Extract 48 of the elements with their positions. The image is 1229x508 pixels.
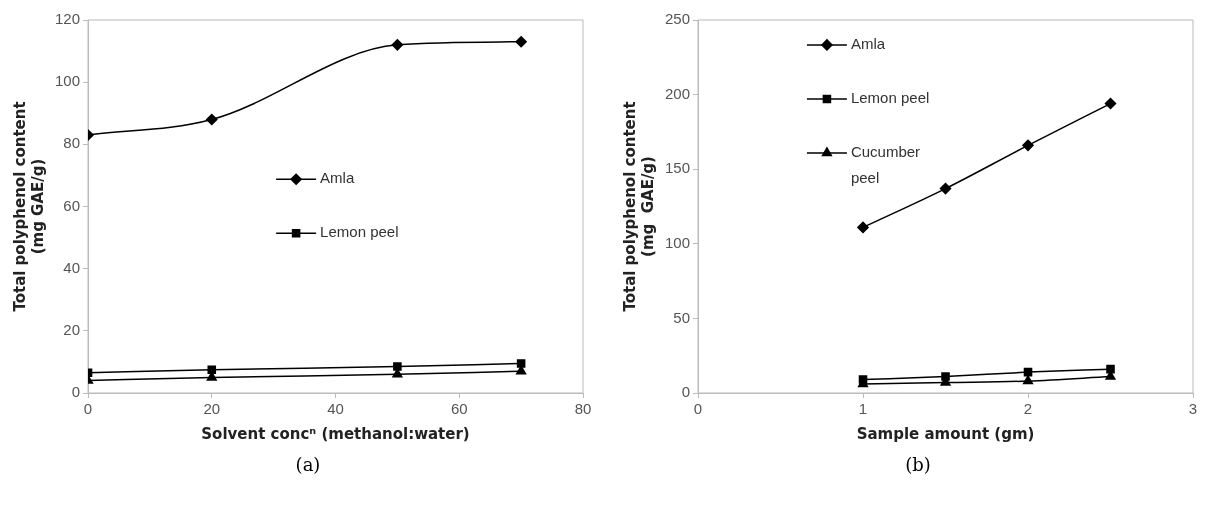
x-tick-label: 40 <box>327 400 344 418</box>
text: (a) <box>294 454 322 475</box>
x-tick-label: 0 <box>83 400 93 418</box>
point <box>939 182 952 195</box>
x-tick-label: 20 <box>203 400 221 418</box>
point <box>516 359 526 368</box>
y-axis-title: Total polyphenol content (mg GAE/g) <box>10 101 47 312</box>
point <box>393 362 402 371</box>
legend-label: Cucumber peel <box>850 143 921 187</box>
point <box>515 36 527 48</box>
point <box>391 39 404 51</box>
text: (b) <box>904 454 932 475</box>
legend-label: Amla <box>850 35 886 53</box>
y-tick-label: 50 <box>673 308 691 326</box>
x-tick-label: 80 <box>574 400 592 418</box>
point <box>1022 375 1034 385</box>
y-tick-label: 250 <box>665 10 691 28</box>
y-tick-label: 0 <box>681 383 691 401</box>
x-tick-label: 60 <box>450 400 468 418</box>
x-axis-title: Sample amount (gm) <box>856 424 1035 443</box>
point <box>857 221 869 234</box>
y-tick-label: 20 <box>63 320 81 338</box>
x-tick-label: 3 <box>1188 400 1198 418</box>
point <box>941 372 950 381</box>
y-tick-label: 60 <box>63 196 81 214</box>
x-axis-title: Solvent concⁿ (methanol:water) <box>201 424 470 443</box>
y-tick-label: 0 <box>71 383 81 401</box>
point <box>1106 364 1115 374</box>
x-tick-label: 1 <box>858 400 868 418</box>
point <box>1104 97 1117 110</box>
legend-label: Lemon peel <box>850 89 930 107</box>
point <box>206 113 218 126</box>
point <box>1022 139 1034 152</box>
y-tick-label: 200 <box>665 84 691 102</box>
legend-label: Amla <box>320 169 355 187</box>
y-tick-label: 120 <box>55 10 81 28</box>
y-axis-title: Total polyphenol content (mg GAE/g) <box>620 101 657 312</box>
y-tick-label: 40 <box>63 258 81 276</box>
y-tick-label: 100 <box>55 72 81 90</box>
y-tick-label: 100 <box>665 233 691 251</box>
y-tick-label: 80 <box>63 134 81 152</box>
y-tick-label: 150 <box>665 159 691 177</box>
legend-label: Lemon peel <box>320 223 399 241</box>
x-tick-label: 2 <box>1023 400 1033 418</box>
point <box>1023 367 1033 377</box>
point <box>858 375 868 384</box>
point <box>207 365 217 374</box>
x-tick-label: 0 <box>693 400 703 418</box>
